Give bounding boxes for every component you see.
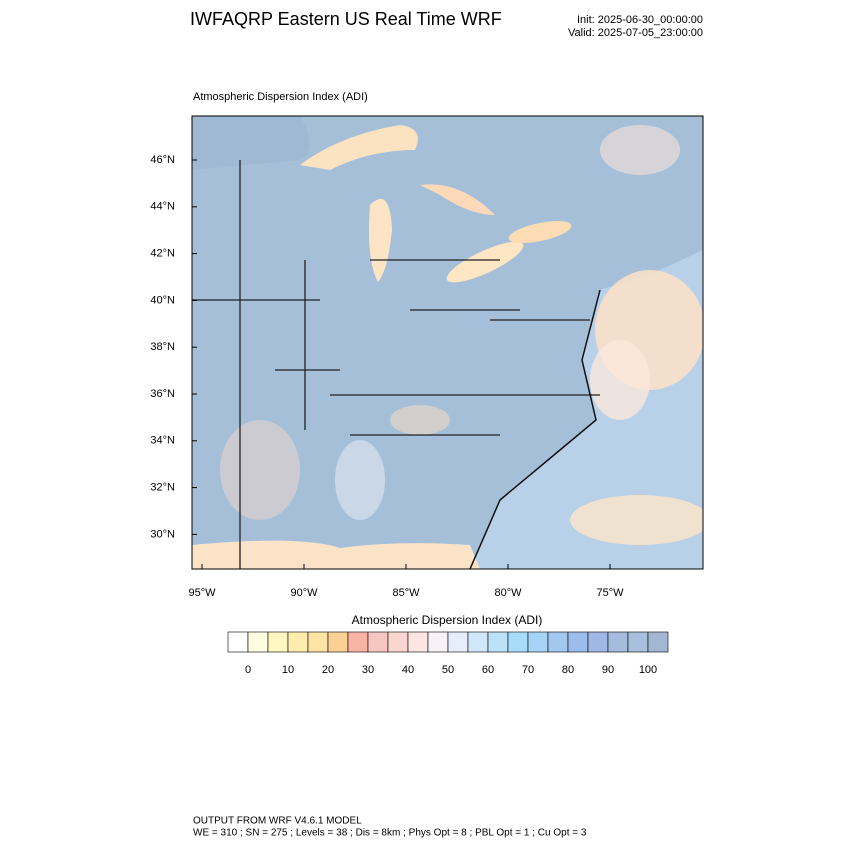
colorbar-tick-label: 90 [602,664,614,676]
lat-label: 40°N [150,294,175,306]
colorbar-box [347,631,369,653]
map-field [192,116,703,569]
colorbar-tick-label: 50 [442,664,454,676]
lat-label: 46°N [150,154,175,166]
lat-label: 38°N [150,341,175,353]
lon-label: 85°W [392,587,420,599]
colorbar-tick-label: 0 [245,664,251,676]
colorbar-box [627,631,649,653]
map-title: Atmospheric Dispersion Index (ADI) [193,91,368,103]
colorbar-box [287,631,309,653]
lon-label: 95°W [188,587,216,599]
lat-label: 44°N [150,201,175,213]
init-time: Init: 2025-06-30_00:00:00 [577,14,703,26]
colorbar-box [547,631,569,653]
lat-label: 30°N [150,528,175,540]
colorbar-tick-label: 80 [562,664,574,676]
colorbar-box [487,631,509,653]
colorbar-box [307,631,329,653]
lat-label: 32°N [150,482,175,494]
colorbar-box [647,631,669,653]
colorbar-box [247,631,269,653]
colorbar-tick-label: 60 [482,664,494,676]
colorbar-box [587,631,609,653]
map-frame [191,115,704,570]
colorbar-box [427,631,449,653]
footer-line: OUTPUT FROM WRF V4.6.1 MODEL [193,816,362,827]
colorbar-tick-label: 100 [639,664,657,676]
colorbar-box [447,631,469,653]
colorbar-tick-label: 70 [522,664,534,676]
colorbar-tick-label: 10 [282,664,294,676]
lon-label: 75°W [596,587,624,599]
colorbar-box [327,631,349,653]
colorbar-label: Atmospheric Dispersion Index (ADI) [352,613,543,627]
lon-label: 90°W [290,587,318,599]
lat-label: 34°N [150,435,175,447]
colorbar-box [567,631,589,653]
colorbar-tick-label: 20 [322,664,334,676]
footer-line: WE = 310 ; SN = 275 ; Levels = 38 ; Dis … [193,828,587,839]
colorbar-box [467,631,489,653]
valid-time: Valid: 2025-07-05_23:00:00 [568,27,703,39]
lat-label: 36°N [150,388,175,400]
colorbar-box [507,631,529,653]
lon-label: 80°W [494,587,522,599]
colorbar-box [227,631,249,653]
colorbar-tick-label: 30 [362,664,374,676]
colorbar-box [607,631,629,653]
colorbar-box [527,631,549,653]
title: IWFAQRP Eastern US Real Time WRF [190,9,502,29]
colorbar-box [407,631,429,653]
colorbar-tick-label: 40 [402,664,414,676]
lat-label: 42°N [150,248,175,260]
colorbar-box [267,631,289,653]
colorbar-box [367,631,389,653]
colorbar-box [387,631,409,653]
